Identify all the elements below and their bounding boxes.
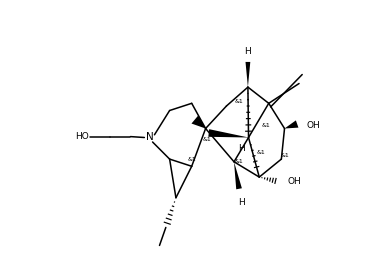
Text: H: H [238, 198, 245, 207]
Text: &1: &1 [202, 137, 211, 142]
Polygon shape [285, 120, 298, 128]
Text: &1: &1 [256, 150, 265, 155]
Text: &1: &1 [235, 99, 243, 104]
Polygon shape [246, 62, 250, 87]
Text: H: H [238, 144, 245, 153]
Text: &1: &1 [280, 153, 289, 158]
Text: &1: &1 [235, 159, 243, 164]
Text: HO: HO [75, 132, 89, 141]
Text: &1: &1 [187, 157, 196, 163]
Text: OH: OH [307, 121, 320, 130]
Text: OH: OH [288, 177, 301, 186]
Text: H: H [244, 47, 251, 56]
Text: N: N [146, 132, 153, 143]
Polygon shape [208, 129, 249, 138]
Polygon shape [191, 115, 205, 128]
Polygon shape [234, 162, 242, 189]
Text: &1: &1 [261, 123, 270, 128]
